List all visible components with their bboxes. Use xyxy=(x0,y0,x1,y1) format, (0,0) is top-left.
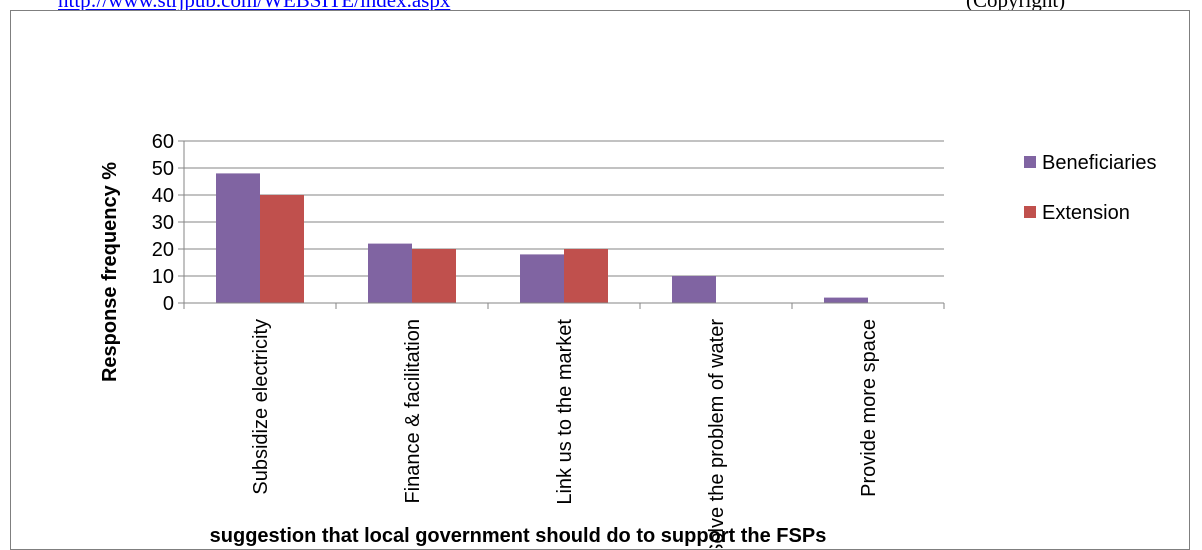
y-tick-label: 30 xyxy=(152,212,174,234)
y-axis-label: Response frequency % xyxy=(99,162,121,382)
y-tick-label: 50 xyxy=(152,158,174,180)
x-tick-label: Solve the problem of water xyxy=(706,319,728,548)
y-tick-label: 40 xyxy=(152,185,174,207)
bar-extension xyxy=(260,195,304,303)
bar-beneficiaries xyxy=(368,243,412,303)
x-tick-labels: Subsidize electricity Finance & facilitat… xyxy=(250,319,880,548)
header-link[interactable]: http://www.strjpub.com/WEBSITE/index.asp… xyxy=(58,0,450,10)
y-tick-labels: 0 10 20 30 40 50 60 xyxy=(152,131,174,315)
legend-label: Beneficiaries xyxy=(1042,152,1157,174)
legend-swatch xyxy=(1024,206,1036,218)
bar-extension xyxy=(412,249,456,303)
header-copyright-text: (Copyright) xyxy=(966,0,1065,10)
x-tick-label: Finance & facilitation xyxy=(402,319,424,504)
axes xyxy=(178,140,945,309)
bar-beneficiaries xyxy=(824,297,868,303)
legend-swatch xyxy=(1024,156,1036,168)
legend: Beneficiaries Extension xyxy=(1024,152,1157,224)
y-tick-label: 20 xyxy=(152,239,174,261)
bar-beneficiaries xyxy=(672,276,716,303)
legend-label: Extension xyxy=(1042,202,1130,224)
bar-beneficiaries xyxy=(520,254,564,303)
bar-extension xyxy=(564,249,608,303)
bar-beneficiaries xyxy=(216,173,260,303)
y-tick-label: 0 xyxy=(163,293,174,315)
x-tick-label: Subsidize electricity xyxy=(250,319,272,495)
x-tick-label: Provide more space xyxy=(858,319,880,497)
x-axis-label: suggestion that local government should … xyxy=(210,525,827,547)
y-tick-label: 60 xyxy=(152,131,174,153)
page-header-line: http://www.strjpub.com/WEBSITE/index.asp… xyxy=(0,0,1202,10)
bars xyxy=(216,173,868,303)
x-tick-label: Link us to the market xyxy=(554,319,576,505)
y-tick-label: 10 xyxy=(152,266,174,288)
